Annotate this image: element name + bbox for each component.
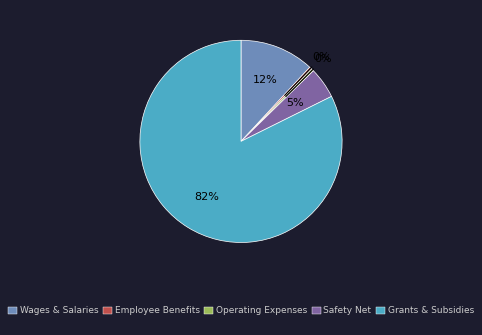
Wedge shape [241, 71, 332, 141]
Wedge shape [241, 69, 313, 141]
Text: 0%: 0% [0, 334, 1, 335]
Wedge shape [140, 40, 342, 243]
Wedge shape [241, 40, 310, 141]
Text: 0%: 0% [286, 54, 332, 96]
Wedge shape [241, 67, 311, 141]
Text: 0%: 0% [0, 334, 1, 335]
Text: 0%: 0% [285, 52, 330, 95]
Text: 82%: 82% [194, 192, 219, 202]
Legend: Wages & Salaries, Employee Benefits, Operating Expenses, Safety Net, Grants & Su: Wages & Salaries, Employee Benefits, Ope… [4, 303, 478, 319]
Text: 12%: 12% [253, 75, 277, 85]
Text: 5%: 5% [286, 98, 303, 108]
